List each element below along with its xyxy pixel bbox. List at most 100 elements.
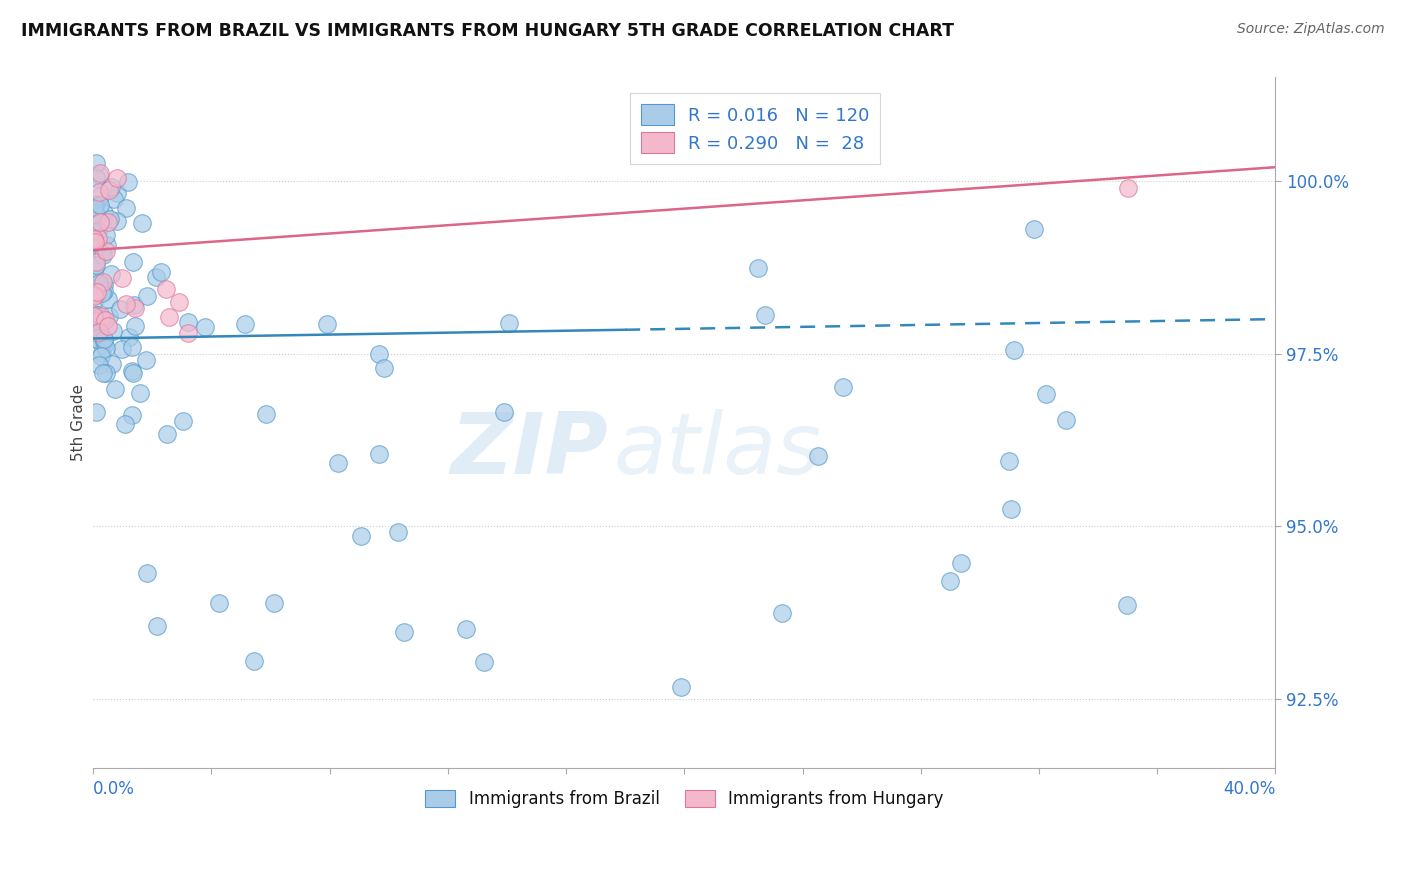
- Point: [90, 283, 112, 297]
- Point: [254, 407, 277, 421]
- Point: [243, 654, 266, 668]
- Point: [83, 287, 105, 301]
- Point: [86, 308, 108, 322]
- Point: [83, 232, 105, 246]
- Point: [149, 265, 172, 279]
- Point: [86, 255, 108, 269]
- Point: [96, 244, 118, 258]
- Point: [89, 324, 111, 338]
- Point: [392, 625, 415, 640]
- Point: [118, 329, 141, 343]
- Point: [454, 622, 477, 636]
- Point: [87, 169, 110, 183]
- Point: [94, 366, 117, 380]
- Point: [938, 574, 960, 588]
- Point: [105, 186, 128, 201]
- Point: [105, 170, 128, 185]
- Point: [124, 301, 146, 315]
- Point: [89, 325, 111, 339]
- Point: [87, 312, 110, 326]
- Point: [89, 215, 111, 229]
- Point: [1035, 387, 1057, 401]
- Point: [86, 332, 108, 346]
- Point: [93, 277, 115, 292]
- Point: [83, 309, 105, 323]
- Point: [100, 268, 122, 282]
- Point: [747, 260, 769, 275]
- Legend: Immigrants from Brazil, Immigrants from Hungary: Immigrants from Brazil, Immigrants from …: [419, 783, 950, 815]
- Point: [91, 311, 114, 326]
- Point: [1054, 413, 1077, 427]
- Point: [84, 405, 107, 419]
- Point: [669, 680, 692, 694]
- Point: [235, 317, 257, 331]
- Point: [135, 566, 157, 580]
- Point: [100, 357, 122, 371]
- Point: [83, 286, 105, 301]
- Point: [1002, 343, 1025, 357]
- Point: [93, 338, 115, 352]
- Point: [101, 324, 124, 338]
- Point: [1116, 181, 1139, 195]
- Point: [86, 308, 108, 322]
- Point: [83, 289, 105, 303]
- Point: [207, 596, 229, 610]
- Point: [124, 319, 146, 334]
- Point: [115, 201, 138, 215]
- Point: [91, 248, 114, 262]
- Point: [84, 197, 107, 211]
- Point: [950, 556, 973, 570]
- Point: [84, 258, 107, 272]
- Point: [998, 454, 1021, 468]
- Point: [172, 413, 194, 427]
- Point: [326, 456, 349, 470]
- Point: [122, 255, 145, 269]
- Point: [806, 449, 828, 463]
- Point: [97, 183, 120, 197]
- Text: 40.0%: 40.0%: [1223, 780, 1275, 798]
- Point: [89, 277, 111, 291]
- Point: [90, 285, 112, 300]
- Point: [155, 282, 177, 296]
- Point: [831, 380, 853, 394]
- Point: [97, 309, 120, 323]
- Point: [135, 289, 157, 303]
- Point: [114, 297, 136, 311]
- Point: [89, 165, 111, 179]
- Point: [472, 656, 495, 670]
- Point: [83, 242, 105, 256]
- Point: [83, 294, 105, 309]
- Text: Source: ZipAtlas.com: Source: ZipAtlas.com: [1237, 22, 1385, 37]
- Point: [84, 171, 107, 186]
- Point: [86, 210, 108, 224]
- Point: [177, 326, 200, 340]
- Point: [121, 408, 143, 422]
- Point: [83, 200, 105, 214]
- Point: [108, 302, 131, 317]
- Point: [84, 226, 107, 240]
- Point: [84, 235, 107, 250]
- Point: [103, 192, 125, 206]
- Point: [121, 340, 143, 354]
- Point: [83, 314, 105, 328]
- Point: [387, 524, 409, 539]
- Point: [350, 528, 373, 542]
- Point: [93, 332, 115, 346]
- Point: [86, 230, 108, 244]
- Point: [121, 363, 143, 377]
- Point: [98, 211, 121, 226]
- Point: [110, 342, 132, 356]
- Point: [194, 320, 217, 334]
- Point: [84, 271, 107, 285]
- Point: [87, 185, 110, 199]
- Point: [90, 310, 112, 324]
- Point: [83, 264, 105, 278]
- Point: [97, 214, 120, 228]
- Point: [135, 353, 157, 368]
- Point: [93, 284, 115, 298]
- Point: [169, 294, 191, 309]
- Point: [87, 277, 110, 292]
- Point: [96, 238, 118, 252]
- Point: [117, 175, 139, 189]
- Point: [96, 227, 118, 242]
